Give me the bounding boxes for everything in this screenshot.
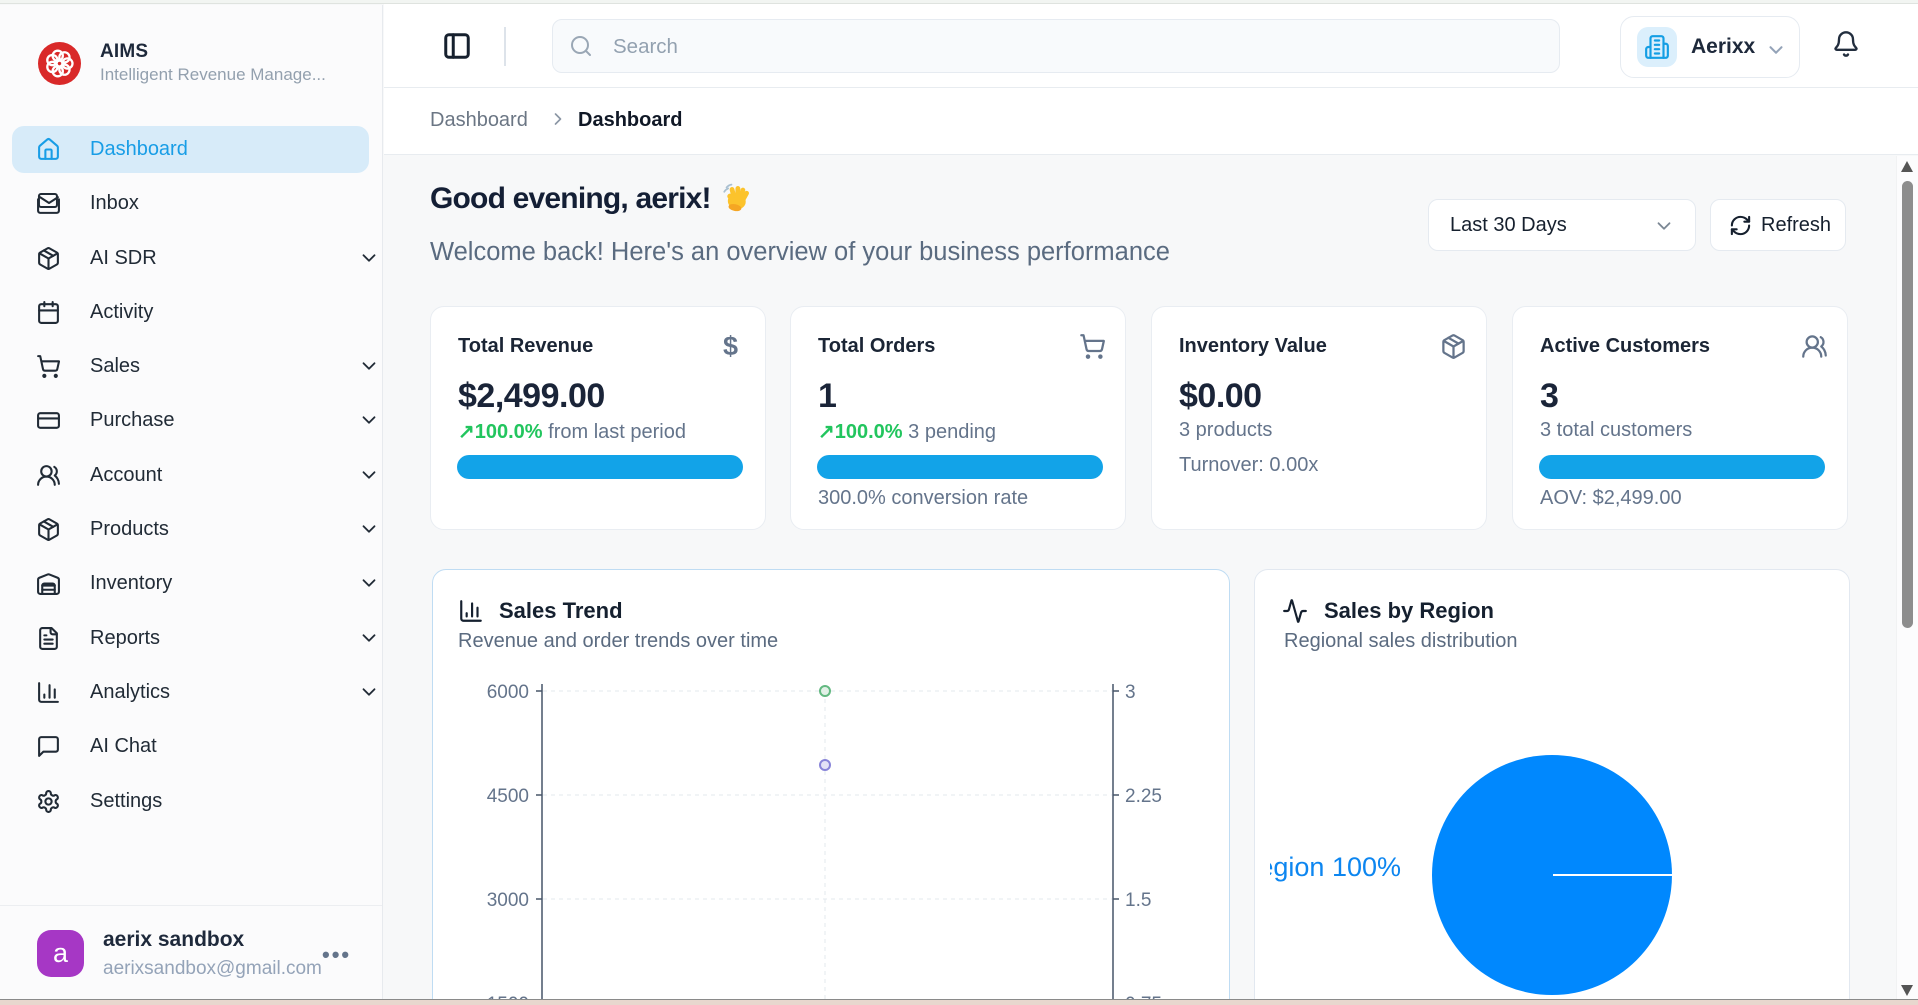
svg-text:3: 3 [1125,682,1136,703]
svg-text:2.25: 2.25 [1125,786,1162,807]
svg-text:4500: 4500 [487,786,529,807]
svg-text:1.5: 1.5 [1125,890,1151,911]
svg-text:6000: 6000 [487,682,529,703]
svg-text:1500: 1500 [487,994,529,1000]
svg-text:0.75: 0.75 [1125,994,1162,1000]
svg-text:3000: 3000 [487,890,529,911]
